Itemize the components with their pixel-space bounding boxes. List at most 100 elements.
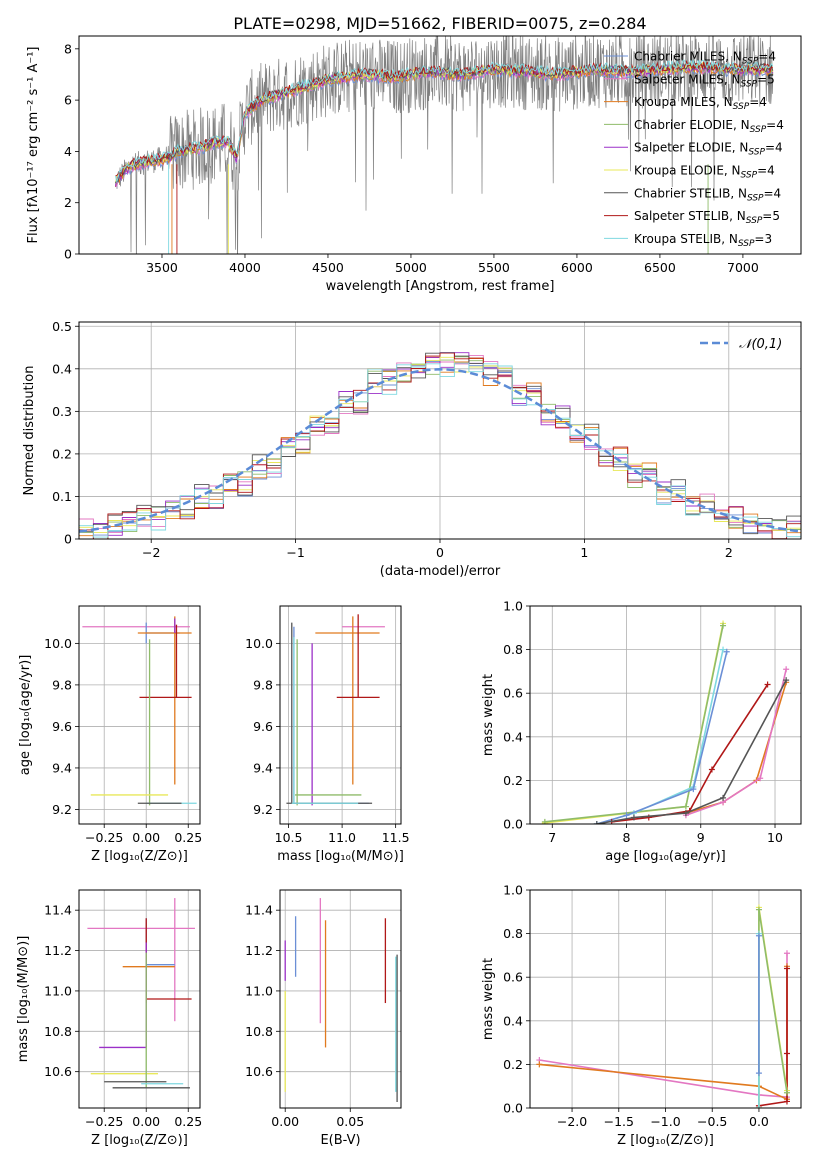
y-tick-label: 11.0 xyxy=(44,983,72,998)
x-tick-label: 10.5 xyxy=(275,830,303,845)
x-axis-label: Z [log₁₀(Z/Z⊙)] xyxy=(91,849,188,864)
x-tick-label: 0.00 xyxy=(132,830,160,845)
y-tick-label: 11.4 xyxy=(245,903,273,918)
ebv-mass-panel: 0.00 0.05 10.6 10.8 11.0 11.2 11.4 E(B-V) xyxy=(245,889,402,1148)
x-tick-label: 6000 xyxy=(561,260,593,275)
x-tick-label: 1 xyxy=(580,545,588,560)
spectrum-panel: 3500 4000 4500 5000 5500 6000 6500 7000 0 2 4 6 8 wav… xyxy=(26,35,802,294)
x-tick-label: 4000 xyxy=(229,260,261,275)
errorbar-point xyxy=(145,918,192,1004)
x-axis-label: wavelength [Angstrom, rest frame] xyxy=(326,279,555,294)
x-tick-label: 6500 xyxy=(644,260,676,275)
weight-marker xyxy=(783,1089,790,1096)
errorbar-point xyxy=(291,637,359,804)
x-axis-label: Z [log₁₀(Z/Z⊙)] xyxy=(617,1133,714,1148)
z-weight-lines xyxy=(536,904,790,1108)
y-tick-label: 9.6 xyxy=(52,719,72,734)
weight-marker xyxy=(682,810,689,817)
weight-marker xyxy=(593,821,600,824)
y-tick-label: 2 xyxy=(64,195,72,210)
weight-line xyxy=(544,623,724,824)
x-tick-label: 7000 xyxy=(727,260,759,275)
errorbar-point xyxy=(99,942,147,1049)
axes-frame xyxy=(279,605,402,825)
y-tick-label: 0.8 xyxy=(503,926,523,941)
model-spectrum xyxy=(115,59,774,184)
weight-marker xyxy=(755,1070,762,1077)
x-axis-label: (data-model)/error xyxy=(380,564,501,579)
axes-frame xyxy=(529,889,802,1109)
errorbar-point xyxy=(139,624,192,699)
axes-frame xyxy=(279,889,402,1109)
age-weight-panel: 7 8 9 10 0.0 0.2 0.4 0.6 0.8 1.0 age [log₁₀(age/yr… xyxy=(481,599,802,864)
x-tick-label: −2 xyxy=(142,545,160,560)
y-tick-label: 0 xyxy=(64,532,72,547)
x-tick-label: 4500 xyxy=(312,260,344,275)
y-axis-label: Normed distribution xyxy=(22,366,37,496)
y-tick-label: 10.6 xyxy=(44,1064,72,1079)
y-tick-label: 9.4 xyxy=(52,760,72,775)
x-tick-label: 5000 xyxy=(395,260,427,275)
figure-title: PLATE=0298, MJD=51662, FIBERID=0075, z=0… xyxy=(233,14,646,33)
weight-line xyxy=(596,651,728,824)
y-tick-label: 0.3 xyxy=(52,404,72,419)
y-axis-label: mass weight xyxy=(481,958,496,1040)
x-tick-label: −0.5 xyxy=(697,1114,727,1129)
weight-marker xyxy=(783,666,790,673)
y-tick-label: 0.6 xyxy=(503,970,523,985)
weight-line xyxy=(539,953,788,1098)
x-tick-label: −0.25 xyxy=(85,1114,123,1129)
legend-label: Chabrier STELIB, NSSP=4 xyxy=(634,186,781,203)
weight-marker xyxy=(755,1105,762,1108)
axes-frame xyxy=(529,605,802,825)
weight-marker xyxy=(708,766,715,773)
y-tick-label: 10.8 xyxy=(245,1024,273,1039)
y-tick-label: 1.0 xyxy=(503,883,523,898)
x-axis-label: E(B-V) xyxy=(320,1133,360,1148)
y-tick-label: 9.2 xyxy=(253,802,273,817)
x-tick-label: 0 xyxy=(436,545,444,560)
x-tick-label: 11.5 xyxy=(382,830,410,845)
z-mass-panel: −0.25 0.00 0.25 10.6 10.8 11.0 11.2 11.4 Z [log₁… xyxy=(16,889,202,1148)
x-axis-label: mass [log₁₀(M/M⊙)] xyxy=(277,849,404,864)
legend-label: Kroupa STELIB, NSSP=3 xyxy=(634,232,772,249)
y-tick-label: 0.4 xyxy=(503,729,523,744)
y-tick-label: 0.0 xyxy=(503,817,523,832)
weight-marker xyxy=(783,965,790,972)
weight-marker xyxy=(723,648,730,655)
mass-age-errorbars xyxy=(286,614,385,806)
y-tick-label: 11.2 xyxy=(245,943,273,958)
x-tick-label: 0.00 xyxy=(132,1114,160,1129)
weight-line xyxy=(596,679,787,824)
x-tick-label: 0.05 xyxy=(336,1114,364,1129)
spectrum-lines xyxy=(115,36,774,254)
y-tick-label: 0.2 xyxy=(503,1057,523,1072)
y-tick-label: 9.2 xyxy=(52,802,72,817)
legend-label: Salpeter ELODIE, NSSP=4 xyxy=(634,141,783,158)
normal-legend-label: 𝒩(0,1) xyxy=(739,337,782,352)
weight-marker xyxy=(783,950,790,957)
x-tick-label: 0.00 xyxy=(271,1114,299,1129)
y-tick-label: 10.0 xyxy=(44,636,72,651)
y-tick-label: 8 xyxy=(64,41,72,56)
errorbar-point xyxy=(137,616,192,785)
y-tick-label: 0.2 xyxy=(503,773,523,788)
z-mass-errorbars xyxy=(87,898,195,1089)
y-tick-label: 10.8 xyxy=(44,1024,72,1039)
weight-line xyxy=(544,625,724,823)
mass-age-panel: 10.5 11.0 11.5 9.2 9.4 9.6 9.8 10.0 mass [log₁₀(… xyxy=(245,605,410,864)
y-tick-label: 10.0 xyxy=(245,636,273,651)
y-tick-label: 0 xyxy=(64,247,72,262)
weight-marker xyxy=(682,803,689,810)
axes-frame xyxy=(78,321,802,540)
x-tick-label: 2 xyxy=(725,545,733,560)
x-tick-label: −1.0 xyxy=(650,1114,680,1129)
x-tick-label: −1 xyxy=(286,545,304,560)
weight-line xyxy=(758,968,788,1107)
axes-frame xyxy=(78,605,201,825)
y-axis-label: mass [log₁₀(M/M⊙)] xyxy=(16,936,31,1063)
x-axis-label: Z [log₁₀(Z/Z⊙)] xyxy=(91,1133,188,1148)
y-tick-label: 0.6 xyxy=(503,686,523,701)
y-tick-label: 9.8 xyxy=(52,677,72,692)
x-tick-label: 7 xyxy=(548,830,556,845)
